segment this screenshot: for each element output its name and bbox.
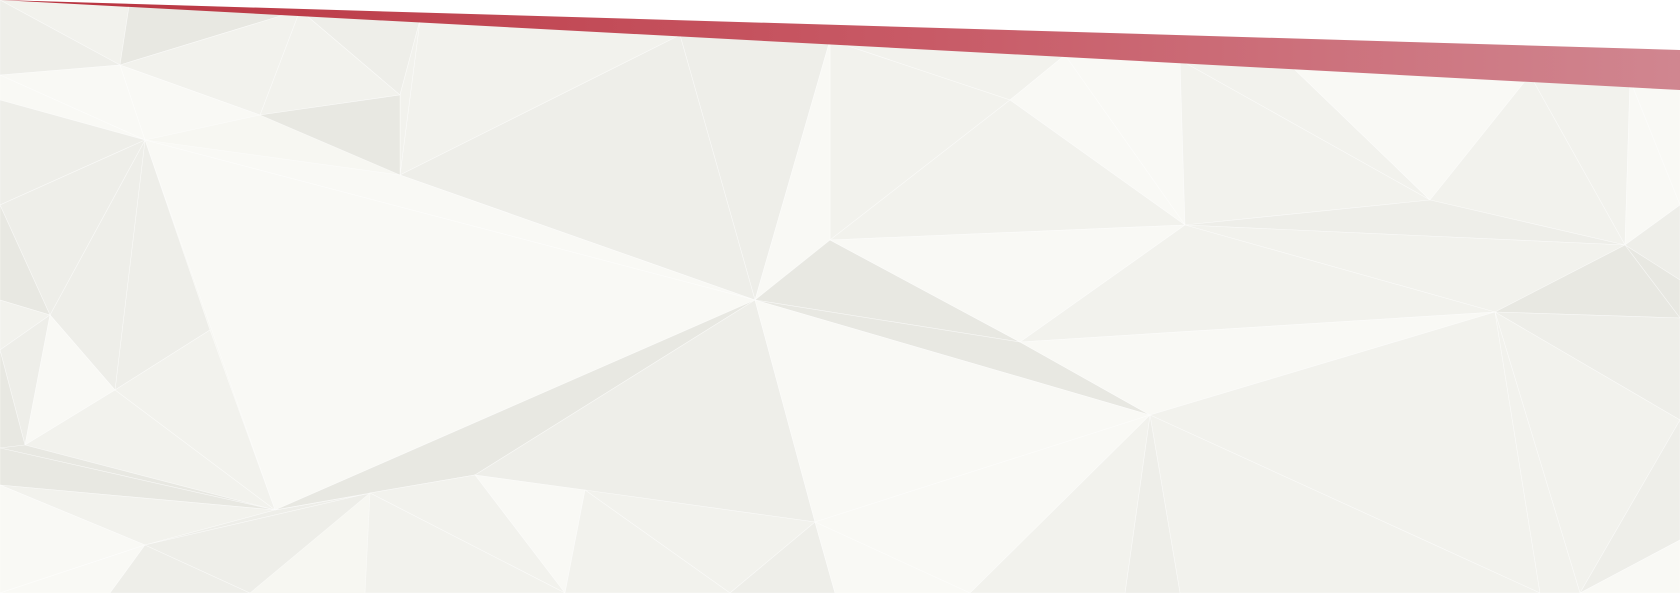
triangle-facet <box>814 521 971 593</box>
triangle-facet <box>1494 311 1581 593</box>
triangle-facet <box>258 94 401 176</box>
triangle-facet <box>119 64 262 141</box>
triangle-facet <box>564 489 731 593</box>
triangle-facet <box>364 492 566 593</box>
red-ribbon <box>0 0 1680 90</box>
triangle-facet <box>144 492 371 593</box>
triangle-facet <box>1579 539 1680 593</box>
triangle-facet <box>969 414 1151 593</box>
